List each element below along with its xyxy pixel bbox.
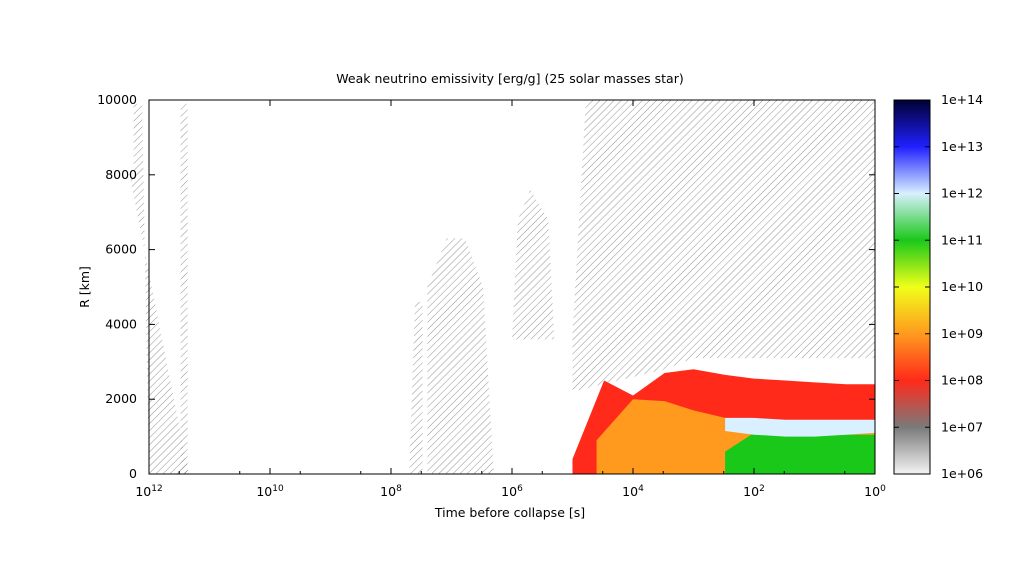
y-tick-label: 2000 xyxy=(105,391,137,406)
y-tick-label: 0 xyxy=(129,466,137,481)
y-tick-label: 4000 xyxy=(105,316,137,331)
hatched-region xyxy=(572,100,875,392)
x-axis: 1012 1010 108 106 104 102 100 xyxy=(135,100,886,499)
colorbar-label: 1e+07 xyxy=(941,419,983,434)
x-axis-label: Time before collapse [s] xyxy=(434,505,585,520)
x-tick-label: 106 xyxy=(501,484,523,499)
emission-band xyxy=(725,432,875,474)
colorbar-label: 1e+14 xyxy=(941,92,983,107)
emission-field xyxy=(572,369,875,474)
colorbar-gradient xyxy=(893,99,931,475)
y-axis: 0 2000 4000 6000 8000 10000 xyxy=(97,92,875,481)
hatched-regions xyxy=(129,100,875,474)
chart-title: Weak neutrino emissivity [erg/g] (25 sol… xyxy=(336,71,683,86)
hatched-region xyxy=(409,302,423,474)
plot-area xyxy=(129,99,876,475)
x-tick-label: 1010 xyxy=(256,484,284,499)
colorbar-label: 1e+09 xyxy=(941,326,983,341)
hatched-region xyxy=(180,103,188,474)
x-tick-label: 108 xyxy=(380,484,402,499)
hatched-region xyxy=(427,238,494,474)
y-axis-label: R [km] xyxy=(77,266,92,308)
hatched-region xyxy=(512,189,555,340)
colorbar-label: 1e+08 xyxy=(941,373,983,388)
y-tick-label: 6000 xyxy=(105,242,137,257)
x-tick-label: 104 xyxy=(622,484,644,499)
colorbar-label: 1e+06 xyxy=(941,466,983,481)
emission-band xyxy=(725,417,875,437)
colorbar-label: 1e+13 xyxy=(941,139,983,154)
x-tick-label: 1012 xyxy=(135,484,162,499)
colorbar-labels: 1e+06 1e+07 1e+08 1e+09 1e+10 1e+11 1e+12 1e+13… xyxy=(894,92,983,481)
y-tick-label: 10000 xyxy=(97,92,137,107)
hatched-region xyxy=(129,103,189,474)
colorbar: 1e+06 1e+07 1e+08 1e+09 1e+10 1e+11 1e+12 1e+13… xyxy=(893,92,983,481)
x-tick-label: 102 xyxy=(743,484,765,499)
y-tick-label: 8000 xyxy=(105,167,137,182)
colorbar-label: 1e+12 xyxy=(941,186,983,201)
x-tick-label: 100 xyxy=(864,484,886,499)
colorbar-label: 1e+11 xyxy=(941,232,983,247)
colorbar-label: 1e+10 xyxy=(941,279,983,294)
